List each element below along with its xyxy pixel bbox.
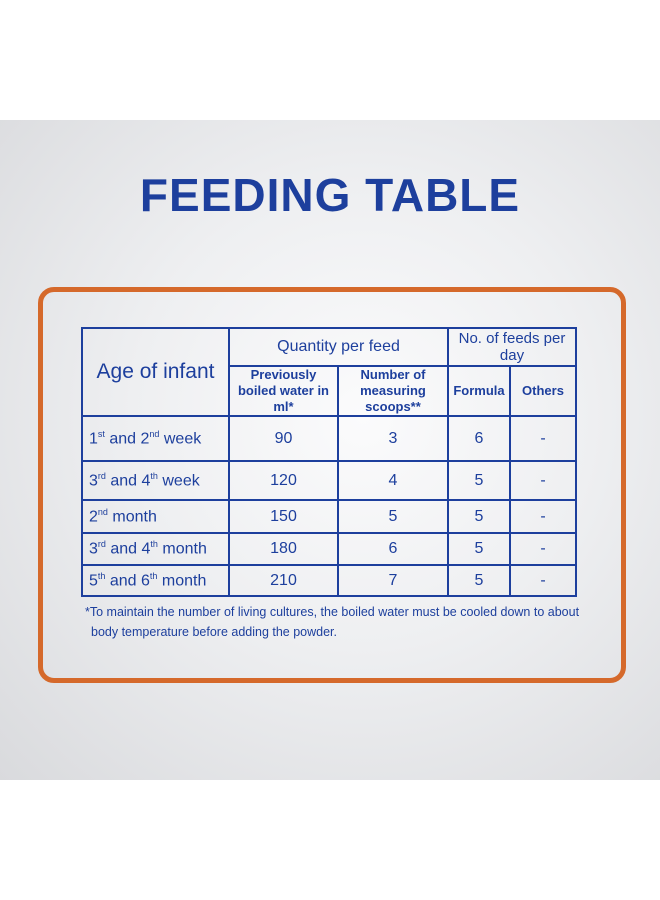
title: FEEDING TABLE xyxy=(139,169,521,221)
age-part: week xyxy=(157,472,200,490)
header-cell: Age of infant xyxy=(81,327,230,417)
age-part: week xyxy=(159,430,202,448)
age-part: and 4 xyxy=(105,540,151,558)
water-cell: 180 xyxy=(228,532,339,566)
feeding-table: Age of infant Quantity per feed No. of f… xyxy=(81,327,577,597)
age-cell: 3rd and 4th month xyxy=(81,532,230,566)
header-row: Age of infant Quantity per feed No. of f… xyxy=(81,327,577,417)
others-cell: - xyxy=(509,499,577,534)
data-row: 2nd month 150 5 5- xyxy=(81,499,577,534)
table-body: Age of infant Quantity per feed No. of f… xyxy=(81,327,577,597)
scoops-cell: 7 xyxy=(337,564,449,597)
age-part: 3 xyxy=(89,472,98,490)
water-cell: 90 xyxy=(228,415,339,462)
age-part: st xyxy=(97,428,105,439)
age-part: month xyxy=(107,508,157,526)
header-row: Previously boiled water in ml* Number of… xyxy=(82,365,577,417)
water-cell: 210 xyxy=(228,564,339,597)
formula-cell: 5 xyxy=(447,499,511,534)
others-cell: - xyxy=(509,532,577,566)
footnote-line: *To maintain the number of living cultur… xyxy=(85,605,580,619)
footnote: *To maintain the number of living cultur… xyxy=(85,602,579,642)
formula-cell: 6 xyxy=(447,415,511,462)
frame xyxy=(38,287,626,683)
data-row: 3rd and 4th month 180 6 5- xyxy=(81,532,577,566)
age-part: nd xyxy=(149,428,160,439)
age-cell: 3rd and 4th week xyxy=(81,460,230,501)
age-part: th xyxy=(150,539,158,550)
age-part: month xyxy=(157,540,207,558)
age-part: th xyxy=(149,570,158,581)
others-cell: - xyxy=(509,415,577,462)
scoops-cell: 6 xyxy=(337,532,449,566)
water-cell: 150 xyxy=(228,499,339,534)
age-part: th xyxy=(97,570,106,581)
header-cell: Others xyxy=(509,365,577,417)
age-part: rd xyxy=(97,470,106,481)
header-cell: Formula xyxy=(447,365,511,417)
age-part: 2 xyxy=(89,508,98,526)
age-part: month xyxy=(157,572,207,590)
age-part: 3 xyxy=(89,540,98,558)
scoops-cell: 3 xyxy=(337,415,449,462)
formula-cell: 5 xyxy=(447,532,511,566)
age-part: and 4 xyxy=(105,472,151,490)
age-part: 1 xyxy=(89,430,98,448)
data-row: 3rd and 4th week 120 4 5- xyxy=(81,460,577,501)
age-part: nd xyxy=(97,506,108,517)
scoops-cell: 5 xyxy=(337,499,449,534)
formula-cell: 5 xyxy=(447,460,511,501)
header-cell: Number of measuring scoops** xyxy=(337,365,449,417)
data-row: 1st and 2nd week 90 3 6- xyxy=(81,415,577,462)
age-part: 5 xyxy=(89,572,98,590)
formula-cell: 5 xyxy=(447,564,511,597)
age-part: rd xyxy=(97,539,106,550)
age-part: and 6 xyxy=(105,572,150,590)
age-cell: 5th and 6th month xyxy=(81,564,230,597)
footnote-line: body temperature before adding the powde… xyxy=(91,625,338,639)
others-cell: - xyxy=(509,460,577,501)
others-cell: - xyxy=(509,564,577,597)
header-cell: Quantity per feed xyxy=(228,327,449,367)
header-cell: Previously boiled water in ml* xyxy=(228,365,339,417)
header-cell: No. of feeds per day xyxy=(447,327,577,367)
age-part: th xyxy=(150,470,158,481)
data-row: 5th and 6th month 210 7 5- xyxy=(81,564,577,597)
age-part: and 2 xyxy=(104,430,150,448)
age-cell: 2nd month xyxy=(81,499,230,534)
scoops-cell: 4 xyxy=(337,460,449,501)
water-cell: 120 xyxy=(228,460,339,501)
age-cell: 1st and 2nd week xyxy=(81,415,230,462)
